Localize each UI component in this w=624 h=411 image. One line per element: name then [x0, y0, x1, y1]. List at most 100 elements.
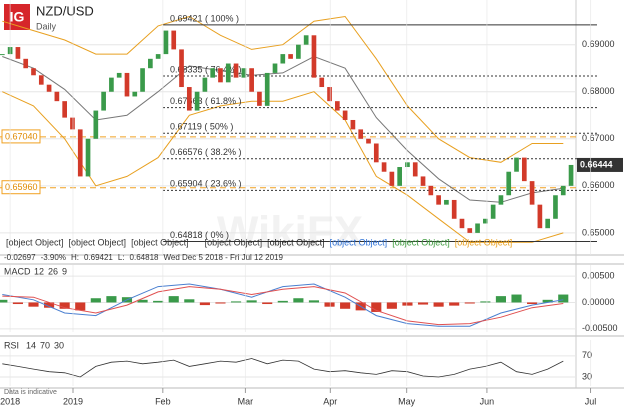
histogram-bar: [199, 302, 210, 306]
panel-title: 12: [34, 266, 44, 276]
y-tick-label: 30: [582, 371, 592, 381]
fib-label: 0.67663 ( 61.8% ): [170, 96, 242, 106]
interval: Daily: [36, 21, 57, 31]
x-tick-label: Feb: [155, 396, 171, 406]
histogram-bar: [90, 298, 101, 303]
fib-label: 0.66576 ( 38.2% ): [170, 147, 242, 157]
candle: [553, 195, 558, 219]
histogram-bar: [495, 296, 506, 303]
x-tick-label: 2018: [0, 396, 20, 406]
panel-title: RSI: [4, 340, 19, 350]
candle: [397, 167, 402, 186]
candle: [155, 54, 161, 59]
histogram-bar: [511, 294, 522, 303]
y-tick-label: 70: [582, 350, 592, 360]
candle: [171, 30, 177, 50]
legend-item: [object Object]: [267, 237, 325, 247]
histogram-bar: [293, 298, 304, 303]
candle: [389, 171, 395, 186]
x-tick-label: Jun: [480, 396, 495, 406]
y-tick-label: 0.00500: [582, 270, 615, 280]
candle: [280, 54, 286, 64]
histogram-bar: [464, 302, 475, 304]
histogram-bar: [417, 302, 429, 305]
histogram-bar: [558, 294, 569, 303]
histogram-bar: [59, 302, 70, 309]
candle: [475, 223, 480, 233]
candle: [342, 110, 348, 120]
candle: [366, 138, 371, 144]
candle: [311, 35, 317, 78]
y-tick-label: -0.00500: [582, 323, 618, 333]
candle: [163, 30, 169, 55]
legend-item: [object Object]: [455, 237, 513, 247]
price-label: 0.66444: [580, 159, 613, 169]
candle: [498, 195, 504, 205]
legend-item: [object Object]: [69, 237, 127, 247]
candle: [124, 72, 130, 97]
candle: [428, 185, 434, 196]
histogram-bar: [262, 302, 273, 305]
panel-title: 14: [26, 340, 36, 350]
candle: [303, 35, 309, 45]
rsi-line: [2, 358, 564, 378]
candle: [272, 63, 278, 73]
candle: [490, 204, 496, 219]
candle: [459, 218, 465, 229]
overlay-line: [2, 91, 564, 243]
histogram-bar: [44, 302, 55, 308]
histogram-bar: [371, 302, 382, 312]
histogram-bar: [340, 302, 351, 309]
candle: [560, 185, 566, 196]
info-item: 0.64818: [130, 253, 159, 262]
histogram-bar: [106, 296, 117, 303]
candle: [101, 91, 106, 111]
candle: [296, 44, 301, 59]
fib-label: 0.69421 ( 100% ): [170, 13, 239, 23]
candle: [568, 164, 574, 186]
candle: [529, 181, 535, 205]
candle: [412, 162, 418, 177]
histogram-bar: [153, 300, 164, 303]
legend-item: [object Object]: [205, 237, 263, 247]
candle: [264, 72, 270, 106]
candle: [483, 218, 488, 224]
candle: [23, 58, 29, 69]
histogram-bar: [215, 302, 226, 304]
candle: [257, 91, 262, 106]
candle: [194, 91, 200, 111]
panel-title: MACD: [4, 266, 31, 276]
candle: [54, 91, 60, 102]
histogram-bar: [230, 301, 242, 303]
price-box: [577, 157, 623, 172]
symbol: NZD/USD: [36, 3, 94, 18]
histogram-bar: [402, 302, 413, 306]
legend-item: [object Object]: [330, 237, 388, 247]
candle: [85, 138, 91, 177]
info-item: -3.90%: [41, 253, 66, 262]
histogram-bar: [75, 302, 86, 311]
candle: [148, 58, 153, 69]
logo: IG: [10, 9, 25, 25]
y-tick-label: 0.66000: [582, 180, 615, 190]
candle: [319, 77, 325, 88]
level-label: 0.67040: [5, 131, 38, 141]
histogram-bar: [308, 300, 320, 303]
x-tick-label: Apr: [323, 396, 337, 406]
histogram-bar: [12, 302, 23, 305]
candle: [537, 204, 543, 229]
candle: [46, 84, 52, 92]
candle: [545, 218, 551, 229]
histogram-bar: [246, 300, 257, 303]
histogram-bar: [527, 302, 538, 305]
candle: [373, 143, 379, 163]
y-tick-label: 0.67000: [582, 133, 615, 143]
histogram-bar: [433, 302, 444, 307]
footer: Data is indicative: [4, 389, 57, 396]
legend-item: [object Object]: [131, 237, 189, 247]
panel-title: 9: [62, 266, 67, 276]
histogram-bar: [184, 299, 195, 303]
watermark: WikiFX: [217, 208, 363, 257]
level-label: 0.65960: [5, 182, 38, 192]
